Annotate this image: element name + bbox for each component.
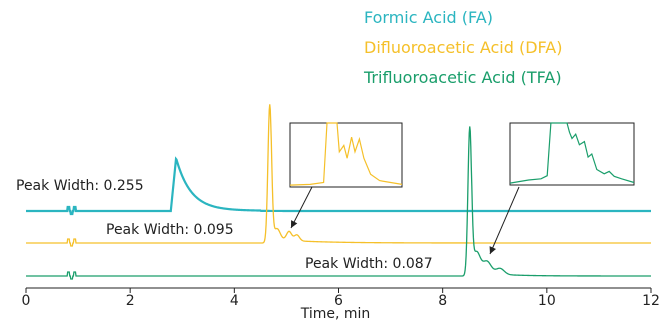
x-tick-label: 6 [334, 293, 343, 309]
zoom-inset-trace [509, 122, 635, 184]
x-tick-label: 8 [438, 293, 447, 309]
zoom-inset-trace [289, 122, 403, 186]
x-tick-label: 12 [642, 293, 660, 309]
x-tick-label: 0 [22, 293, 31, 309]
callout-arrow [489, 186, 520, 255]
peak-width-annotation-tfa: Peak Width: 0.087 [305, 256, 433, 272]
callout-arrow [290, 186, 313, 229]
x-tick-label: 10 [538, 293, 556, 309]
callout-arrowhead [489, 246, 496, 254]
callout-arrowhead [291, 220, 298, 228]
x-tick-label: 2 [126, 293, 135, 309]
legend-entry-tfa: Trifluoroacetic Acid (TFA) [364, 68, 562, 87]
x-tick-label: 4 [230, 293, 239, 309]
legend-entry-dfa: Difluoroacetic Acid (DFA) [364, 38, 563, 57]
peak-width-annotation-dfa: Peak Width: 0.095 [106, 222, 234, 238]
series-line-tfa [26, 126, 651, 280]
series-line-fa [26, 156, 651, 216]
x-axis-label: Time, min [300, 306, 371, 322]
zoom-inset-tfa [509, 122, 635, 186]
peak-width-annotation-fa: Peak Width: 0.255 [16, 178, 144, 194]
series-line-dfa [26, 104, 651, 247]
legend-entry-fa: Formic Acid (FA) [364, 8, 493, 27]
